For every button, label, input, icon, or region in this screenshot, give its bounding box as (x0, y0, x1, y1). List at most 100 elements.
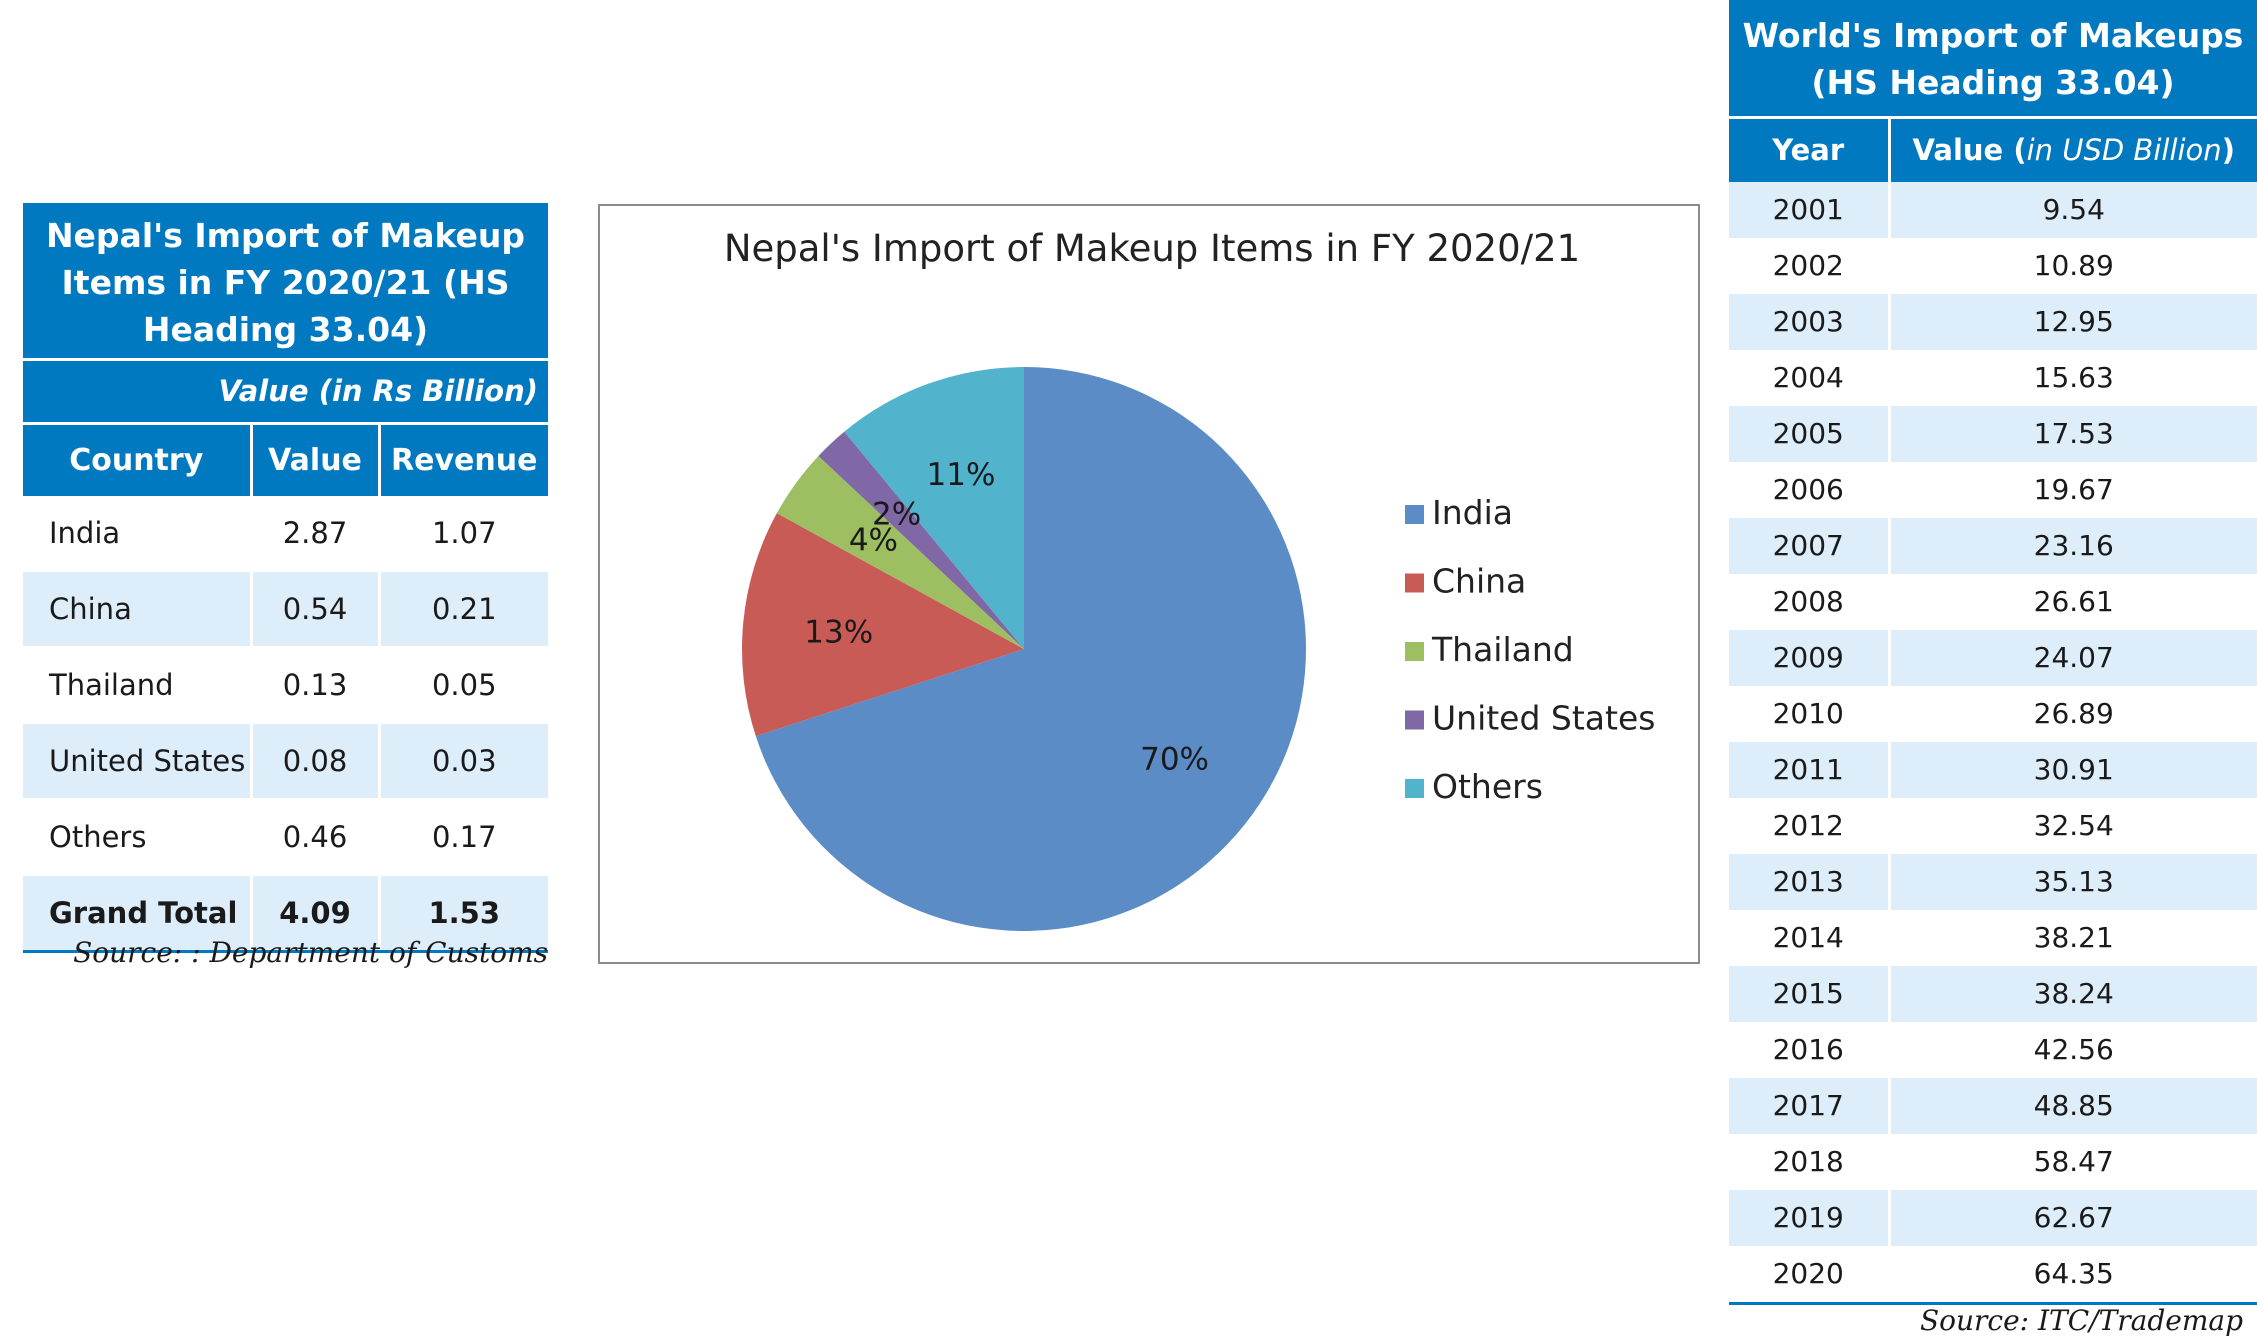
total-value: 4.09 (251, 874, 381, 953)
table-row: 2011 30.91 (1729, 741, 2257, 798)
table-row: 2015 38.24 (1729, 965, 2257, 1022)
table-row: United States 0.08 0.03 (23, 722, 548, 800)
cell-value: 58.47 (1889, 1133, 2257, 1190)
cell-country: Others (23, 798, 253, 876)
col-header-country: Country (23, 423, 253, 496)
legend-label-india: India (1432, 493, 1513, 532)
cell-year: 2010 (1729, 685, 1891, 742)
cell-country: China (23, 570, 253, 648)
table-row: 2009 24.07 (1729, 629, 2257, 686)
table-row: 2014 38.21 (1729, 909, 2257, 966)
cell-year: 2008 (1729, 573, 1891, 630)
cell-year: 2014 (1729, 909, 1891, 966)
cell-country: India (23, 495, 253, 572)
cell-value: 9.54 (1889, 181, 2257, 238)
legend-label-china: China (1432, 562, 1526, 601)
cell-year: 2005 (1729, 405, 1891, 462)
cell-value: 19.67 (1889, 461, 2257, 518)
cell-value: 30.91 (1889, 741, 2257, 798)
col-header-usd-value: Value (in USD Billion) (1889, 117, 2257, 182)
cell-year: 2009 (1729, 629, 1891, 686)
legend-swatch (1405, 573, 1424, 593)
cell-revenue: 0.03 (379, 722, 548, 800)
col-header-value: Value (251, 423, 381, 496)
legend-label-thailand: Thailand (1431, 630, 1574, 669)
slice-label-united-states: 2% (872, 496, 921, 532)
pie-slice-thailand (776, 455, 1024, 649)
table-row: Thailand 0.13 0.05 (23, 646, 548, 724)
cell-revenue: 0.05 (379, 646, 548, 724)
cell-value: 42.56 (1889, 1021, 2257, 1078)
pie-chart-panel: Nepal's Import of Makeup Items in FY 202… (598, 204, 1700, 964)
table-row: Others 0.46 0.17 (23, 798, 548, 876)
cell-revenue: 1.07 (379, 495, 548, 572)
cell-revenue: 0.17 (379, 798, 548, 876)
cell-year: 2002 (1729, 237, 1891, 294)
cell-country: United States (23, 722, 253, 800)
cell-value: 23.16 (1889, 517, 2257, 574)
cell-year: 2003 (1729, 293, 1891, 350)
table-row: 2013 35.13 (1729, 853, 2257, 910)
total-country: Grand Total (23, 874, 253, 953)
cell-year: 2017 (1729, 1077, 1891, 1134)
right-table-title: World's Import of Makeups (HS Heading 33… (1729, 0, 2257, 119)
cell-value: 2.87 (251, 495, 381, 572)
cell-value: 26.89 (1889, 685, 2257, 742)
world-import-table: World's Import of Makeups (HS Heading 33… (1729, 0, 2257, 1305)
cell-year: 2006 (1729, 461, 1891, 518)
cell-value: 0.13 (251, 646, 381, 724)
cell-value: 15.63 (1889, 349, 2257, 406)
cell-value: 0.46 (251, 798, 381, 876)
slice-label-india: 70% (1140, 741, 1209, 777)
table-row: 2001 9.54 (1729, 181, 2257, 238)
cell-year: 2015 (1729, 965, 1891, 1022)
cell-value: 62.67 (1889, 1189, 2257, 1246)
left-source-note: Source: : Department of Customs (73, 936, 548, 969)
slice-label-others: 11% (927, 457, 996, 493)
col-header-revenue: Revenue (379, 423, 548, 496)
legend-swatch (1405, 710, 1424, 730)
legend-swatch (1405, 779, 1424, 798)
cell-year: 2020 (1729, 1245, 1891, 1305)
cell-value: 26.61 (1889, 573, 2257, 630)
left-table-title: Nepal's Import of Makeup Items in FY 202… (23, 203, 548, 359)
left-table-unit: Value (in Rs Billion) (23, 357, 548, 425)
total-revenue: 1.53 (379, 874, 548, 953)
table-row: 2012 32.54 (1729, 797, 2257, 854)
legend-label-united-states: United States (1432, 699, 1655, 738)
col-header-year: Year (1729, 117, 1891, 182)
nepal-import-table: Nepal's Import of Makeup Items in FY 202… (23, 203, 548, 953)
table-row: 2004 15.63 (1729, 349, 2257, 406)
cell-year: 2012 (1729, 797, 1891, 854)
legend-swatch (1405, 642, 1424, 661)
cell-value: 12.95 (1889, 293, 2257, 350)
cell-year: 2016 (1729, 1021, 1891, 1078)
table-row: 2005 17.53 (1729, 405, 2257, 462)
table-row: 2017 48.85 (1729, 1077, 2257, 1134)
cell-value: 17.53 (1889, 405, 2257, 462)
cell-year: 2004 (1729, 349, 1891, 406)
cell-year: 2007 (1729, 517, 1891, 574)
slice-label-thailand: 4% (849, 523, 898, 559)
table-row: 2020 64.35 (1729, 1245, 2257, 1305)
pie-chart: Nepal's Import of Makeup Items in FY 202… (724, 227, 1655, 931)
chart-title: Nepal's Import of Makeup Items in FY 202… (724, 227, 1580, 270)
right-source-note: Source: ITC/Trademap (1919, 1304, 2243, 1337)
table-row: 2010 26.89 (1729, 685, 2257, 742)
cell-value: 32.54 (1889, 797, 2257, 854)
cell-country: Thailand (23, 646, 253, 724)
cell-value: 64.35 (1889, 1245, 2257, 1305)
cell-year: 2013 (1729, 853, 1891, 910)
pie-slice-others (844, 367, 1024, 649)
table-row: China 0.54 0.21 (23, 570, 548, 648)
table-row: 2006 19.67 (1729, 461, 2257, 518)
table-row: 2007 23.16 (1729, 517, 2257, 574)
cell-value: 10.89 (1889, 237, 2257, 294)
legend-label-others: Others (1432, 767, 1543, 806)
cell-value: 48.85 (1889, 1077, 2257, 1134)
cell-year: 2019 (1729, 1189, 1891, 1246)
cell-year: 2001 (1729, 181, 1891, 238)
pie-slice-united-states (818, 431, 1024, 649)
cell-value: 0.54 (251, 570, 381, 648)
cell-value: 35.13 (1889, 853, 2257, 910)
